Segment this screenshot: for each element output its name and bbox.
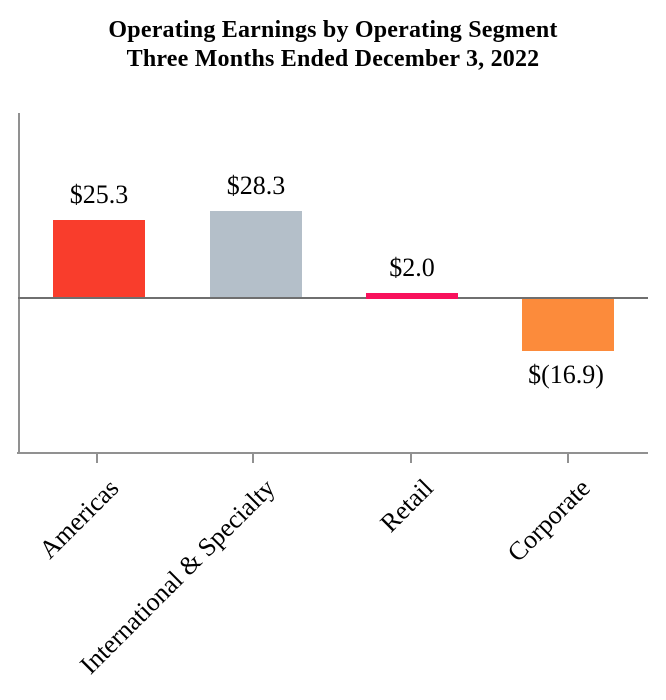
bar-international-specialty [210, 211, 302, 297]
chart-title-block: Operating Earnings by Operating Segment … [0, 16, 666, 74]
value-label-international-specialty: $28.3 [226, 171, 286, 200]
x-tick-retail [410, 453, 412, 463]
zero-baseline [18, 297, 648, 299]
chart-subtitle: Three Months Ended December 3, 2022 [126, 46, 540, 72]
x-axis-line [17, 452, 648, 454]
chart-title: Operating Earnings by Operating Segment [108, 17, 558, 43]
y-axis-line [18, 113, 20, 454]
value-label-corporate: $(16.9) [528, 360, 604, 389]
bar-americas [53, 220, 145, 297]
x-tick-americas [96, 453, 98, 463]
category-label-retail: Retail [374, 473, 439, 538]
bar-retail [366, 293, 458, 299]
category-label-americas: Americas [33, 473, 125, 565]
value-label-americas: $25.3 [69, 180, 129, 209]
value-label-retail: $2.0 [389, 253, 435, 282]
category-label-corporate: Corporate [501, 473, 596, 568]
x-tick-international-specialty [252, 453, 254, 463]
bar-corporate [522, 299, 614, 351]
x-tick-corporate [567, 453, 569, 463]
